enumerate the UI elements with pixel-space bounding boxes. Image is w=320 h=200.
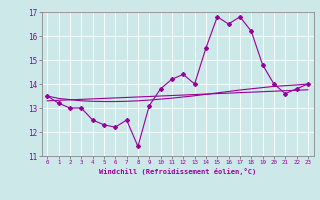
X-axis label: Windchill (Refroidissement éolien,°C): Windchill (Refroidissement éolien,°C) xyxy=(99,168,256,175)
